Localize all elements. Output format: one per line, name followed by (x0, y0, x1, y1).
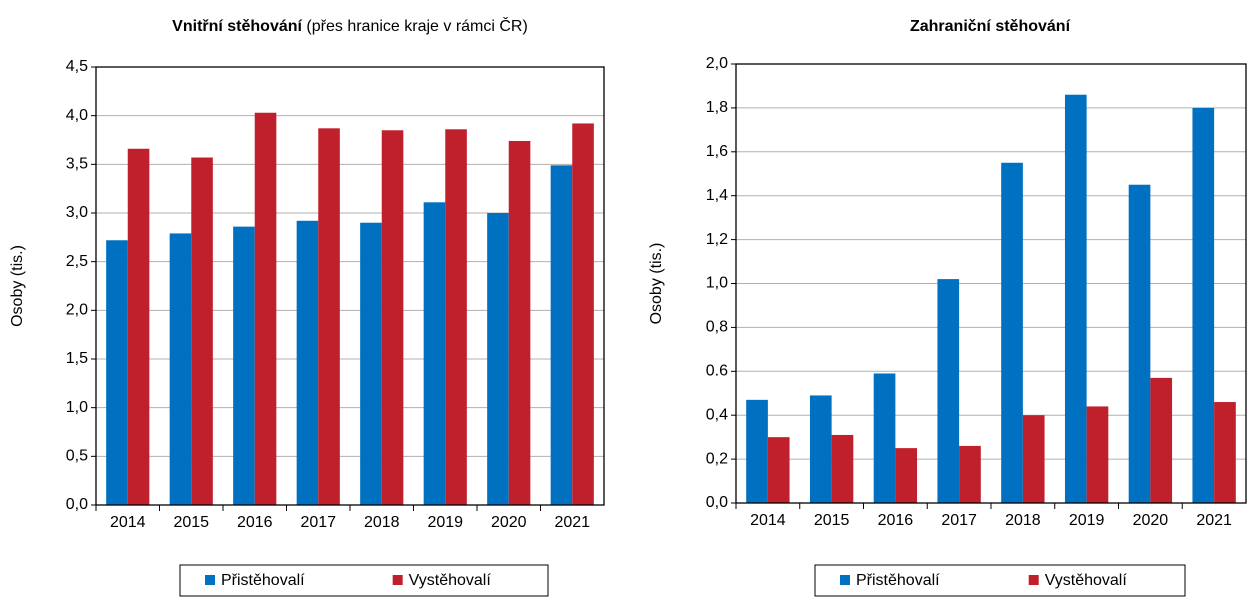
x-tick-label: 2021 (1196, 512, 1232, 529)
bar (873, 373, 896, 503)
chart-title: Zahraniční stěhování (910, 18, 1071, 35)
y-tick-label: 1,0 (706, 275, 728, 292)
bar (508, 140, 531, 505)
y-tick-label: 1,6 (706, 143, 728, 160)
legend-swatch (205, 575, 215, 585)
x-tick-label: 2020 (1133, 512, 1169, 529)
x-tick-label: 2015 (173, 514, 209, 531)
x-tick-label: 2017 (300, 514, 336, 531)
x-tick-label: 2016 (878, 512, 914, 529)
y-tick-label: 2,0 (706, 55, 728, 72)
bar (360, 222, 382, 505)
legend-label: Vystěhovalí (409, 572, 492, 589)
chart-title: Vnitřní stěhování (přes hranice kraje v … (172, 16, 528, 35)
bar (809, 395, 832, 503)
y-axis-label: Osoby (tis.) (9, 245, 26, 327)
bar (233, 226, 255, 506)
bar (937, 279, 960, 503)
x-tick-label: 2018 (364, 514, 400, 531)
legend-label: Přistěhovalí (856, 572, 940, 589)
bar (318, 128, 340, 505)
legend-label: Přistěhovalí (221, 572, 305, 589)
bar (1214, 402, 1236, 503)
y-tick-label: 0,0 (706, 494, 728, 511)
bar (550, 165, 573, 505)
legend-box (814, 564, 1186, 597)
x-tick-label: 2015 (814, 512, 850, 529)
legend-box (179, 564, 549, 597)
bar (1128, 184, 1151, 503)
title-bold: Vnitřní stěhování (172, 18, 302, 35)
bar (895, 448, 918, 503)
bar (572, 123, 594, 505)
x-tick-label: 2021 (554, 514, 590, 531)
y-tick-label: 0,5 (66, 448, 88, 465)
plot-frame (735, 63, 1247, 504)
bar (191, 157, 213, 505)
bar (127, 148, 150, 505)
x-tick-label: 2020 (491, 514, 527, 531)
bar (445, 129, 467, 505)
bar (959, 445, 981, 503)
y-tick-label: 2,0 (66, 302, 88, 319)
y-tick-label: 1,5 (66, 350, 88, 367)
bar (169, 233, 192, 505)
y-tick-label: 0,2 (706, 450, 728, 467)
x-tick-label: 2019 (427, 514, 463, 531)
y-tick-label: 1,8 (706, 99, 728, 116)
x-tick-label: 2016 (237, 514, 273, 531)
bar (1192, 107, 1215, 504)
x-tick-label: 2019 (1069, 512, 1105, 529)
x-tick-label: 2018 (1005, 512, 1041, 529)
plot-frame (95, 66, 605, 506)
bar (487, 213, 509, 505)
bar (1086, 406, 1109, 503)
x-tick-label: 2017 (941, 512, 977, 529)
bar (381, 130, 404, 505)
bar (831, 434, 854, 503)
y-tick-label: 1,0 (66, 399, 88, 416)
bar (106, 240, 128, 505)
bar (1150, 377, 1173, 503)
y-tick-label: 0.6 (706, 363, 728, 380)
bar (767, 437, 790, 503)
y-tick-label: 1,2 (706, 231, 728, 248)
bar (1064, 94, 1087, 503)
y-tick-label: 0,8 (706, 319, 728, 336)
x-tick-label: 2014 (750, 512, 786, 529)
bar (296, 220, 319, 505)
y-tick-label: 0,0 (66, 496, 88, 513)
bar (746, 399, 768, 503)
legend-swatch (1028, 575, 1039, 585)
y-axis-label: Osoby (tis.) (648, 243, 665, 325)
y-tick-label: 4,5 (66, 58, 88, 75)
y-tick-label: 2,5 (66, 253, 88, 270)
y-tick-label: 1,4 (706, 187, 728, 204)
subtitle: (přes hranice kraje v rámci ČR) (306, 16, 527, 35)
bar (1001, 162, 1023, 503)
bar (254, 112, 277, 505)
bar (423, 202, 446, 505)
y-tick-label: 3,0 (66, 204, 88, 221)
y-tick-label: 0,4 (706, 406, 728, 423)
y-tick-label: 4,0 (66, 107, 88, 124)
legend-swatch (392, 575, 403, 585)
x-tick-label: 2014 (110, 514, 146, 531)
legend-swatch (840, 575, 850, 585)
legend-label: Vystěhovalí (1045, 572, 1128, 589)
y-tick-label: 3,5 (66, 156, 88, 173)
title-bold: Zahraniční stěhování (910, 18, 1071, 35)
bar (1022, 415, 1045, 503)
